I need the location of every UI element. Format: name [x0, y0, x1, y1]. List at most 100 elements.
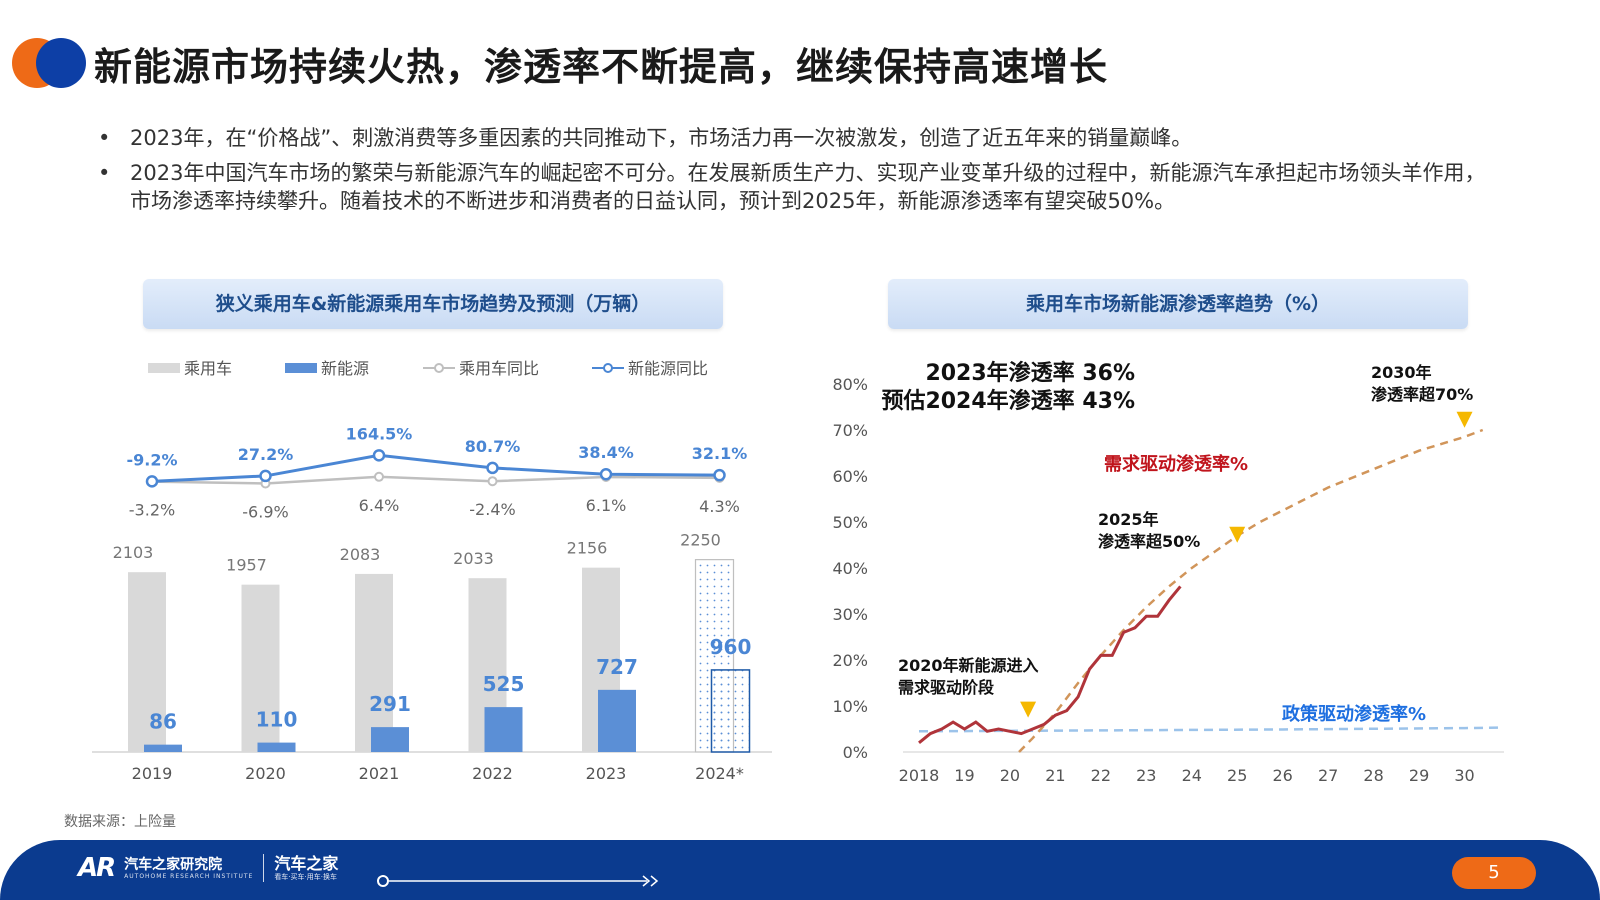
data-label: 6.4%: [359, 496, 400, 515]
annotation-2025-line2: 渗透率超50%: [1098, 532, 1200, 551]
legend-label: 乘用车同比: [459, 359, 539, 378]
line-point: [486, 461, 499, 475]
data-label: -9.2%: [126, 450, 177, 469]
bar-value-label: 525: [483, 672, 525, 696]
data-label: 4.3%: [699, 497, 740, 516]
y-tick-label: 50%: [832, 513, 868, 532]
right-chart-title: 乘用车市场新能源渗透率趋势（%）: [888, 279, 1468, 329]
x-tick-label: 23: [1136, 766, 1156, 785]
legend-swatch: [148, 363, 180, 373]
brand-divider: [263, 854, 265, 882]
line-point: [372, 449, 386, 462]
bullet-item: • 2023年，在“价格战”、刺激消费等多重因素的共同推动下，市场活力再一次被激…: [96, 124, 1496, 152]
line-point: [599, 467, 613, 481]
bar-value-label: 2250: [680, 531, 721, 550]
policy-driven-label: 政策驱动渗透率%: [1282, 703, 1426, 725]
data-label: 38.4%: [578, 443, 634, 462]
brand-name-block: 汽车之家研究院 AUTOHOME RESEARCH INSTITUTE: [124, 857, 253, 880]
x-tick-label: 2018: [899, 766, 940, 785]
x-tick-label: 2020: [245, 764, 286, 783]
milestone-triangle-icon: [1020, 701, 1037, 718]
annotation-2030-line1: 2030年: [1371, 363, 1432, 382]
annotation-2025-line1: 2025年: [1098, 510, 1159, 529]
bar-value-label: 727: [596, 655, 638, 679]
x-tick-label: 19: [954, 766, 974, 785]
y-tick-label: 30%: [832, 605, 868, 624]
bullet-item: • 2023年中国汽车市场的繁荣与新能源汽车的崛起密不可分。在发展新质生产力、实…: [96, 159, 1496, 215]
progress-arrow-icon: [377, 875, 659, 887]
legend-label: 乘用车: [184, 359, 232, 378]
milestone-triangle-icon: [1456, 411, 1473, 428]
data-label: -3.2%: [129, 501, 175, 520]
annotation-2024-forecast: 预估2024年渗透率 43%: [881, 388, 1135, 414]
x-tick-label: 25: [1227, 766, 1247, 785]
x-tick-label: 2023: [586, 764, 627, 783]
legend-line-marker: [434, 363, 444, 373]
y-tick-label: 10%: [832, 697, 868, 716]
brand2-name: 汽车之家: [274, 853, 339, 873]
right-chart: 0% 10% 20% 30% 40% 50% 60% 70% 80% 2018 19 20 21 22 23…: [832, 360, 1504, 785]
x-tick-label: 20: [1000, 766, 1020, 785]
bar-新能源: [484, 707, 523, 752]
bar-新能源: [598, 689, 636, 752]
bar-乘用车: [128, 572, 166, 752]
x-tick-label: 2024*: [695, 764, 744, 783]
x-tick-label: 22: [1091, 766, 1111, 785]
left-chart-title: 狭义乘用车&新能源乘用车市场趋势及预测（万辆）: [143, 279, 723, 329]
data-label: 27.2%: [238, 445, 294, 464]
y-tick-label: 20%: [832, 651, 868, 670]
y-tick-label: 80%: [832, 375, 868, 394]
line-新能源同比: [151, 453, 720, 483]
data-label: 6.1%: [586, 496, 627, 515]
brand2-subtitle: 看车·买车·用车·换车: [274, 872, 337, 881]
brand-subtitle: AUTOHOME RESEARCH INSTITUTE: [124, 872, 254, 880]
annotation-2020-line1: 2020年新能源进入: [898, 656, 1039, 675]
legend-label: 新能源同比: [628, 359, 708, 378]
y-tick-label: 0%: [843, 743, 868, 762]
x-tick-label: 21: [1045, 766, 1065, 785]
autohome-logo-icon: AR: [78, 853, 116, 883]
bar-新能源: [144, 744, 182, 752]
bullet-list: • 2023年，在“价格战”、刺激消费等多重因素的共同推动下，市场活力再一次被激…: [96, 124, 1496, 222]
x-tick-label: 27: [1318, 766, 1338, 785]
bar-乘用车: [241, 584, 280, 752]
bullet-text: 2023年，在“价格战”、刺激消费等多重因素的共同推动下，市场活力再一次被激发，…: [130, 126, 1193, 150]
bar-value-label: 2083: [340, 545, 381, 564]
bar-新能源: [257, 742, 296, 752]
data-label: 80.7%: [465, 437, 521, 456]
data-label: -2.4%: [469, 500, 515, 519]
data-source: 数据来源：上险量: [64, 814, 176, 830]
brand-name: 汽车之家研究院: [124, 856, 223, 873]
bar-value-label: 2103: [113, 543, 154, 562]
footer-bar: [0, 840, 1600, 900]
bar-value-label: 960: [710, 635, 752, 659]
y-tick-label: 40%: [832, 559, 868, 578]
brand2-block: 汽车之家 看车·买车·用车·换车: [274, 855, 338, 882]
x-tick-label: 28: [1363, 766, 1383, 785]
legend-label: 新能源: [321, 359, 369, 378]
bar-value-label: 2033: [453, 549, 494, 568]
line-point: [145, 475, 159, 488]
bar-value-label: 2156: [567, 539, 608, 558]
x-tick-label: 29: [1409, 766, 1429, 785]
bullet-dot: •: [98, 126, 111, 150]
legend-line-marker: [603, 363, 613, 373]
x-tick-label: 2022: [472, 764, 513, 783]
x-tick-label: 26: [1273, 766, 1293, 785]
bullet-text: 2023年中国汽车市场的繁荣与新能源汽车的崛起密不可分。在发展新质生产力、实现产…: [130, 161, 1486, 213]
bar-value-label: 110: [256, 708, 298, 732]
milestone-triangle-icon: [1229, 526, 1246, 543]
bar-新能源: [371, 727, 409, 752]
line-demand-driven: [1018, 428, 1484, 753]
data-label: 32.1%: [692, 444, 748, 463]
x-tick-label: 24: [1182, 766, 1202, 785]
page-title: 新能源市场持续火热，渗透率不断提高，继续保持高速增长: [94, 45, 1109, 89]
y-tick-label: 70%: [832, 421, 868, 440]
brand-block: AR 汽车之家研究院 AUTOHOME RESEARCH INSTITUTE 汽…: [78, 853, 338, 883]
bar-新能源: [710, 669, 751, 753]
y-tick-label: 60%: [832, 467, 868, 486]
demand-driven-label: 需求驱动渗透率%: [1104, 453, 1248, 475]
x-tick-label: 2021: [359, 764, 400, 783]
line-point: [374, 471, 384, 482]
line-point: [487, 476, 498, 487]
